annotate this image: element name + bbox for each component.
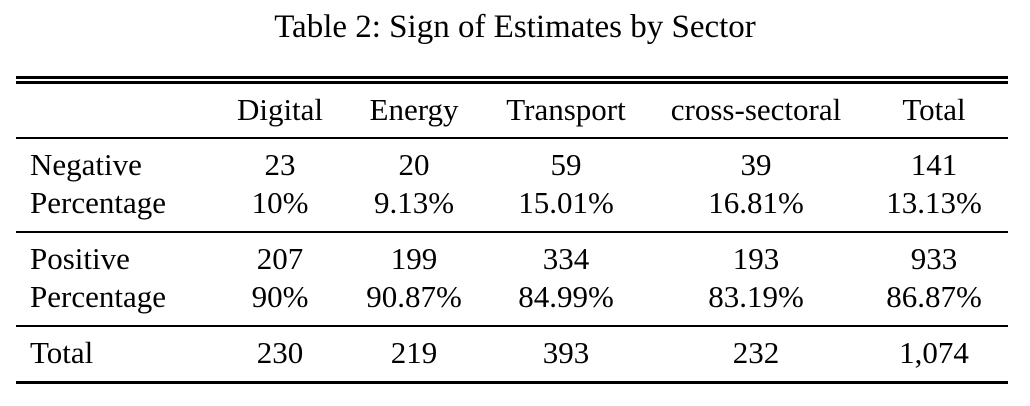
cell: 141: [910, 147, 958, 182]
cell: 90.87%: [366, 279, 462, 314]
table-caption: Table 2: Sign of Estimates by Sector: [274, 9, 756, 45]
cell: 23: [264, 147, 296, 182]
cell: 230: [256, 335, 304, 370]
table-row-negative: Negative 23 20 59 39 141: [16, 138, 1008, 184]
cell: 39: [740, 147, 772, 182]
column-header-transport: Transport: [506, 92, 626, 127]
table-row-negative-percentage: Percentage 10% 9.13% 15.01% 16.81% 13.13…: [16, 184, 1008, 232]
cell: 13.13%: [886, 185, 982, 220]
header-row: Digital Energy Transport cross-sectoral …: [16, 80, 1008, 138]
column-header-total: Total: [902, 92, 966, 127]
cell: 83.19%: [708, 279, 804, 314]
row-label: Positive: [30, 241, 130, 276]
table-header: Digital Energy Transport cross-sectoral …: [16, 80, 1008, 138]
table-row-total: Total 230 219 393 232 1,074: [16, 326, 1008, 383]
cell: 10%: [251, 185, 309, 220]
column-header-digital: Digital: [236, 92, 324, 127]
row-label: Negative: [30, 147, 142, 182]
cell: 334: [542, 241, 590, 276]
cell: 90%: [251, 279, 309, 314]
cell: 9.13%: [373, 185, 455, 220]
cell: 16.81%: [708, 185, 804, 220]
cell: 193: [732, 241, 780, 276]
cell: 199: [390, 241, 438, 276]
cell: 933: [910, 241, 958, 276]
sign-of-estimates-table: Digital Energy Transport cross-sectoral …: [16, 76, 1008, 384]
cell: 86.87%: [886, 279, 982, 314]
cell: 20: [398, 147, 430, 182]
cell: 59: [550, 147, 582, 182]
row-label: Total: [30, 335, 94, 370]
cell: 84.99%: [518, 279, 614, 314]
cell: 232: [732, 335, 780, 370]
cell: 393: [542, 335, 590, 370]
table-row-positive-percentage: Percentage 90% 90.87% 84.99% 83.19% 86.8…: [16, 278, 1008, 326]
row-label: Percentage: [30, 185, 166, 220]
section-positive: Positive 207 199 334 193 933 Percentage …: [16, 232, 1008, 326]
cell: 15.01%: [518, 185, 614, 220]
cell: 207: [256, 241, 304, 276]
column-header-empty: [16, 80, 212, 138]
column-header-energy: Energy: [369, 92, 459, 127]
cell: 219: [390, 335, 438, 370]
section-total: Total 230 219 393 232 1,074: [16, 326, 1008, 383]
column-header-cross-sectoral: cross-sectoral: [670, 92, 842, 127]
cell: 1,074: [899, 335, 969, 370]
table-row-positive: Positive 207 199 334 193 933: [16, 232, 1008, 278]
row-label: Percentage: [30, 279, 166, 314]
section-negative: Negative 23 20 59 39 141 Percentage 10% …: [16, 138, 1008, 232]
